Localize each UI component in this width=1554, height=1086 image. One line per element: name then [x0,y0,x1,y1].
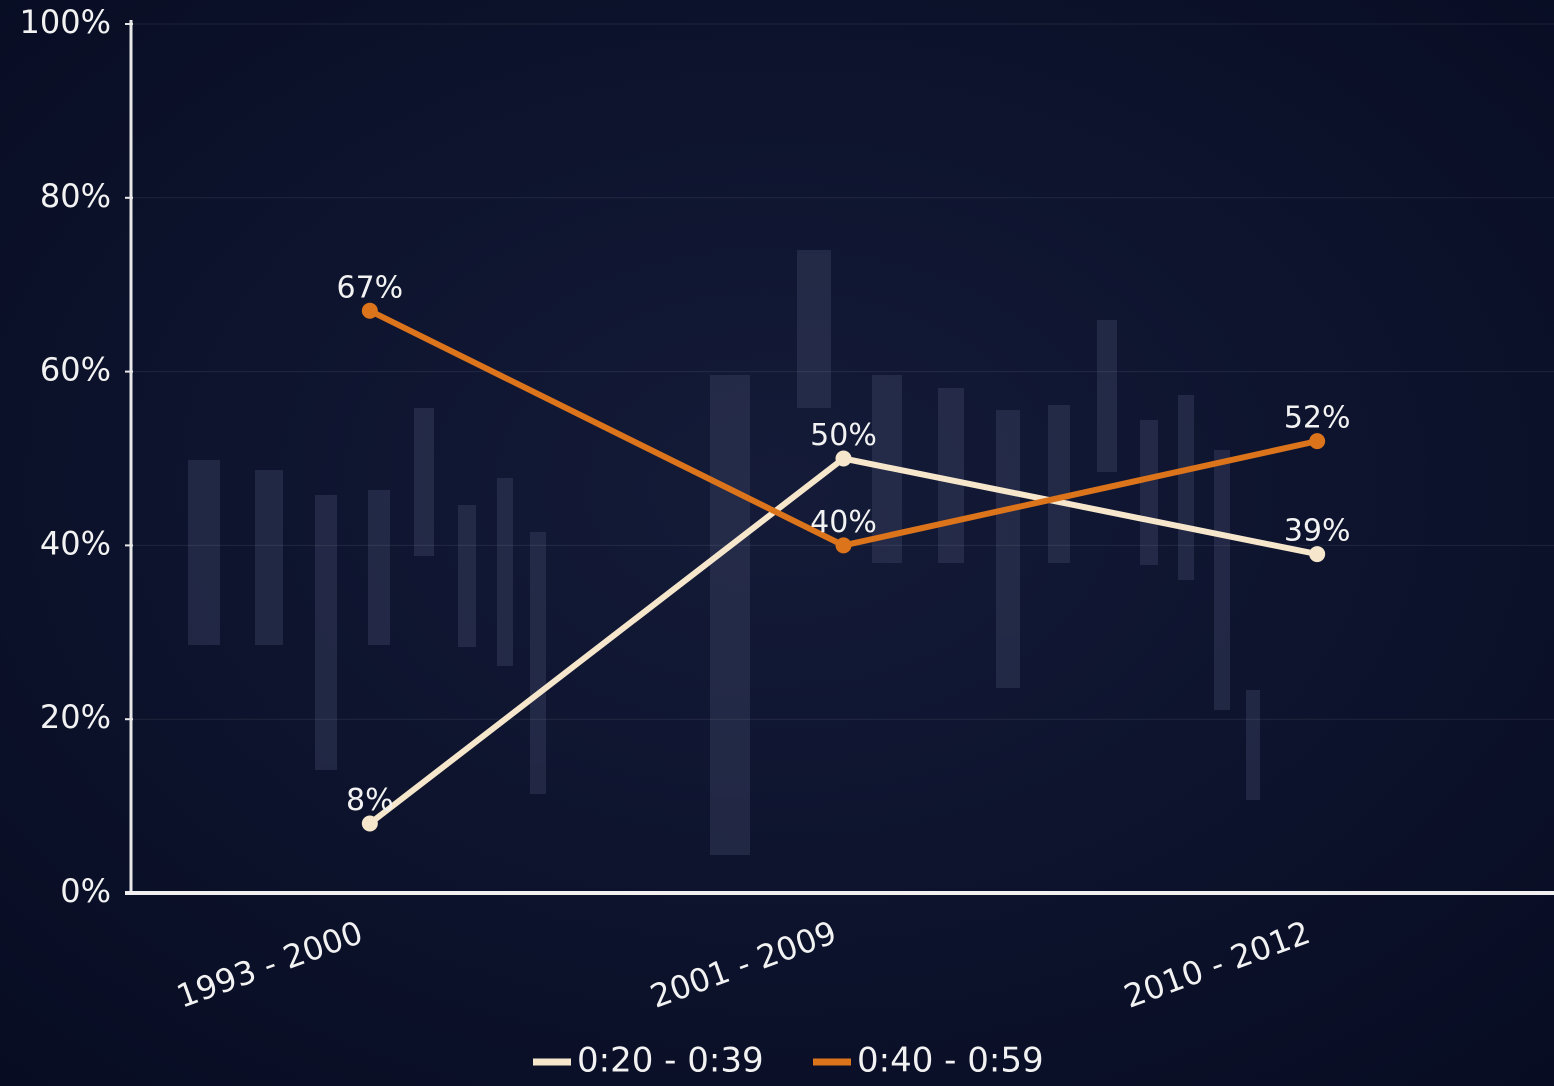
legend: 0:20 - 0:39 0:40 - 0:59 [533,1041,1044,1081]
legend-label: 0:20 - 0:39 [577,1041,764,1081]
y-tick-label: 40% [40,524,111,562]
point [361,302,378,319]
y-tick-label: 20% [40,698,111,736]
y-tick-label: 60% [40,351,111,389]
point [835,537,852,554]
y-tick-label: 100% [20,3,111,41]
value-label: 8% [346,783,394,818]
value-label: 50% [810,418,877,453]
background-decoration [188,250,1260,855]
legend-label: 0:40 - 0:59 [857,1041,1044,1081]
point [835,450,852,467]
point [1309,433,1326,450]
point [1309,546,1326,563]
value-label: 40% [810,505,877,540]
value-label: 52% [1284,401,1351,436]
point [361,815,378,832]
value-label: 67% [336,270,403,305]
y-tick-label: 80% [40,177,111,215]
y-tick-label: 0% [60,872,111,910]
value-label: 39% [1284,514,1351,549]
